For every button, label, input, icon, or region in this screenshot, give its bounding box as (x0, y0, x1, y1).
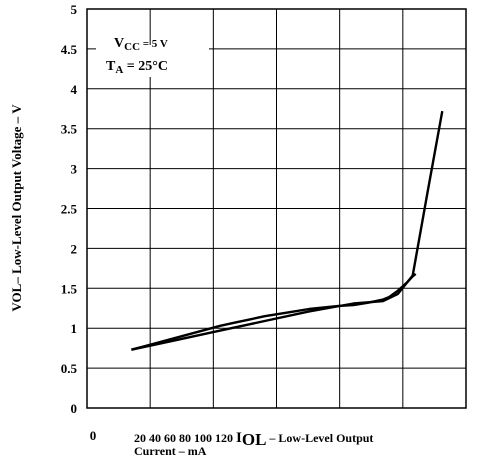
legend-ta-text: TA = 25°C (106, 59, 168, 76)
legend-vcc-text: VCC = 5 V (114, 36, 168, 53)
x-axis-label-line1: 20 40 60 80 100 120 IOL – Low-Level Outpu… (134, 430, 373, 449)
plot-frame (86, 8, 467, 409)
y-tick-label: 1.5 (61, 281, 78, 296)
series-line-1 (131, 272, 417, 351)
x-tick-zero: 0 (90, 428, 97, 443)
y-tick-label: 2 (71, 241, 78, 256)
x-axis-label-line2: Current – mA (134, 444, 207, 458)
y-tick-label: 2.5 (61, 202, 78, 217)
legend-background (96, 45, 209, 77)
y-tick-labels: 0 0.5 1 1.5 2 2.5 3 3.5 4 4.5 5 (61, 2, 78, 416)
y-tick-label: 3 (71, 162, 78, 177)
y-tick-label: 0.5 (61, 361, 78, 376)
conditions-legend: VCC = 5 V TA = 25°C (96, 36, 209, 77)
series-line-2 (131, 110, 444, 351)
series-lines (131, 110, 444, 351)
y-tick-label: 0 (71, 401, 78, 416)
y-tick-label: 5 (71, 2, 78, 17)
y-tick-label: 1 (71, 321, 78, 336)
y-tick-label: 3.5 (61, 122, 78, 137)
y-axis-label: VOL– Low-Level Output Voltage – V (9, 104, 24, 312)
y-tick-label: 4 (71, 82, 78, 97)
y-tick-label: 4.5 (61, 42, 78, 57)
grid (87, 9, 466, 408)
